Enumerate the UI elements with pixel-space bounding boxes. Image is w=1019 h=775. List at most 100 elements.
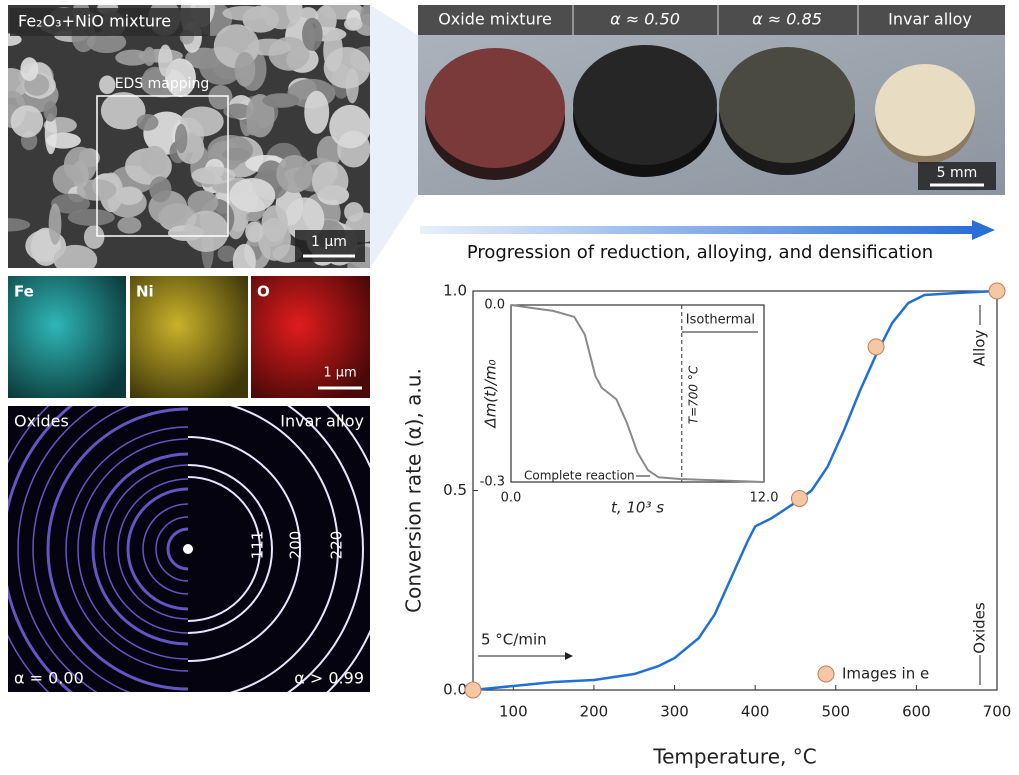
particle [143,46,156,66]
particle [136,114,159,131]
x-tick-label: 700 [983,703,1012,721]
ring [155,516,188,582]
annotation: Alloy [971,330,989,367]
particle [302,17,323,52]
ring [142,503,188,595]
line [472,289,998,692]
diffraction-label: Invar alloy [280,412,364,431]
x-axis-label: t, 10³ s [611,499,664,517]
eds-ni [130,276,248,398]
x-tick-label: 500 [821,703,850,721]
particle [316,136,342,168]
eds-box-label: EDS mapping [115,76,210,92]
scale-label: 5 mm [937,165,978,181]
chart: 100 200 300 400 500 600 700 0.0 0.5 1.0 Temperatur… [402,282,1012,769]
scale-label: 1 μm [311,234,347,250]
particle [304,90,330,134]
eds-label: O [257,283,270,301]
particle [180,106,224,137]
particle [165,58,196,98]
particle [247,38,292,56]
annotation: T=700 °C [686,365,700,424]
x-tick-label: 400 [741,703,770,721]
particle [323,47,370,89]
x-tick-label: 100 [499,703,528,721]
particle [229,178,276,213]
ring-label: 111 [249,531,267,560]
photo-header [418,5,1005,35]
y-tick-label: 0.0 [484,298,505,313]
particle [48,203,62,245]
legend-label: Images in e [842,665,929,683]
eds-label: Fe [14,283,34,301]
particle [117,216,142,234]
particle [141,145,168,176]
photo-header-label: α ≈ 0.85 [752,10,822,29]
particle [245,221,264,243]
particle [63,146,97,183]
particle [311,161,349,201]
sem-title: Fe₂O₃+NiO mixture [18,12,171,31]
particle [222,5,269,21]
annotation: Complete reaction [524,469,635,483]
eds-o [251,276,370,398]
ring [65,426,188,672]
caption: Progression of reduction, alloying, and … [467,242,933,263]
point [464,681,482,699]
ring [126,487,188,611]
point [867,338,885,356]
particle [343,17,363,31]
ring [77,438,188,660]
particle [115,49,151,66]
particle [8,33,22,47]
annotation: 5 °C/min [481,631,547,649]
ring [166,527,188,571]
zoom-wedge [370,5,418,268]
particle [67,208,115,226]
x-tick-label: 12.0 [750,491,779,506]
photo-header-label: α ≈ 0.50 [610,10,680,29]
ring [287,406,364,692]
scale-label: 1 μm [323,366,356,381]
ring [91,452,188,646]
x-tick-label: 300 [660,703,689,721]
particle [223,103,252,119]
annotation-arrow [565,652,573,660]
y-tick-label: 0.0 [443,681,467,699]
annotation: Oxides [971,602,989,654]
particle [20,57,39,82]
progress-arrow [420,226,975,234]
particle [158,44,173,77]
particle [50,193,91,214]
point [988,282,1006,300]
particle [217,245,237,262]
ring-label: 200 [287,531,305,560]
label-bg [10,8,210,36]
particle [10,105,44,138]
sem-particles [8,5,370,268]
arrow-head [972,220,995,240]
x-tick-label: 200 [580,703,609,721]
particle [261,205,288,242]
disc [425,48,565,168]
particle [222,147,250,161]
particle [149,176,172,203]
legend-marker [817,665,835,683]
ring [17,406,98,692]
point [790,489,808,507]
alpha-label: α = 0.00 [14,669,84,688]
photo-header-label: Oxide mixture [438,10,552,29]
ring [188,464,273,634]
particle [234,51,256,87]
particle [99,75,116,95]
ring [229,406,339,692]
y-tick-label: 0.5 [443,481,467,499]
particle [232,243,256,268]
ring [188,476,261,622]
x-tick-label: 600 [902,703,931,721]
particle [360,5,370,26]
y-axis-label: Δm(t)/m₀ [482,359,500,428]
particle [187,190,219,215]
alloy-rings [188,406,370,692]
